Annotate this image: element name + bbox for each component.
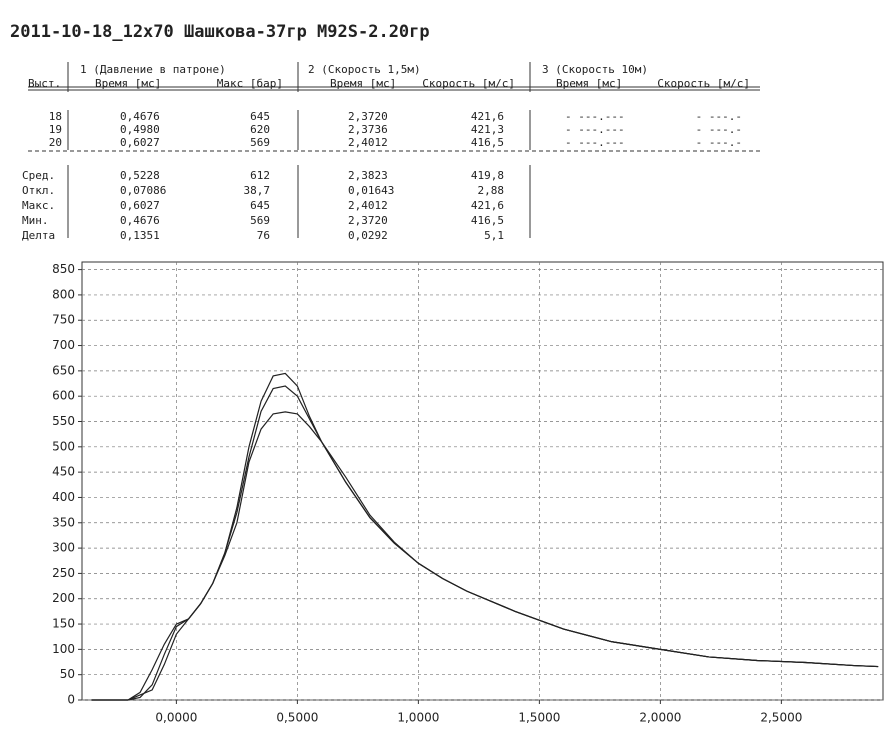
cell: 419,8 [471,169,504,182]
column-header: Время [мс] [95,77,161,90]
cell: - ---.- [696,123,742,136]
cell: 76 [257,229,270,242]
x-tick-label: 2,5000 [760,711,802,725]
column-header: Скорость [м/с] [422,77,515,90]
group-header: 2 (Скорость 1,5м) [308,63,421,76]
y-tick-label: 800 [52,287,75,301]
cell: - ---.- [696,110,742,123]
cell: 0,01643 [348,184,394,197]
cell: 2,4012 [348,199,388,212]
cell: 0,6027 [120,199,160,212]
cell: 0,0292 [348,229,388,242]
cell: 18 [49,110,62,123]
cell: 0,4676 [120,214,160,227]
cell: 645 [250,199,270,212]
cell: 569 [250,214,270,227]
y-tick-label: 150 [52,617,75,631]
y-tick-label: 650 [52,363,75,377]
cell: 2,3823 [348,169,388,182]
cell: - ---.- [696,136,742,149]
cell: 38,7 [244,184,271,197]
cell: 2,3736 [348,123,388,136]
cell: 0,4676 [120,110,160,123]
cell: 416,5 [471,136,504,149]
y-tick-label: 400 [52,490,75,504]
cell: 620 [250,123,270,136]
cell: Макс. [22,199,55,212]
cell: 0,6027 [120,136,160,149]
column-header: Скорость [м/с] [657,77,750,90]
y-tick-label: 750 [52,313,75,327]
x-tick-label: 0,5000 [276,711,318,725]
cell: Сред. [22,169,55,182]
x-tick-label: 1,0000 [397,711,439,725]
x-tick-label: 1,5000 [518,711,560,725]
cell: 2,4012 [348,136,388,149]
cell: 2,88 [478,184,505,197]
pressure-curve [91,411,879,701]
y-tick-label: 350 [52,515,75,529]
y-tick-label: 50 [60,667,75,681]
chart: 0 50 100 150 200 250 300 350 400 450 500 550 600 650 7… [52,261,884,725]
column-header: Выст. [28,77,61,90]
group-header: 3 (Скорость 10м) [542,63,648,76]
cell: Делта [22,229,55,242]
cell: 645 [250,110,270,123]
cell: 2,3720 [348,214,388,227]
cell: 0,1351 [120,229,160,242]
cell: 2,3720 [348,110,388,123]
y-tick-label: 600 [52,389,75,403]
cell: 421,3 [471,123,504,136]
group-header: 1 (Давление в патроне) [80,63,226,76]
cell: 416,5 [471,214,504,227]
y-tick-label: 100 [52,642,75,656]
cell: 20 [49,136,62,149]
table: 1 (Давление в патроне) 2 (Скорость 1,5м) 3… [22,62,750,242]
y-tick-label: 250 [52,566,75,580]
cell: 19 [49,123,62,136]
cell: 421,6 [471,199,504,212]
cell: 421,6 [471,110,504,123]
title: 2011-10-18_12x70 Шашкова-37гр M92S-2.20г… [10,22,430,42]
cell: 0,4980 [120,123,160,136]
cell: - ---.--- [565,123,625,136]
y-tick-label: 850 [52,262,75,276]
cell: - ---.--- [565,110,625,123]
cell: 569 [250,136,270,149]
pressure-curve [91,372,879,701]
cell: 0,07086 [120,184,166,197]
x-tick-label: 0,0000 [155,711,197,725]
cell: Мин. [22,214,49,227]
column-header: Время [мс] [556,77,622,90]
y-tick-label: 550 [52,414,75,428]
plot-frame [81,261,884,701]
y-tick-label: 300 [52,541,75,555]
y-tick-label: 700 [52,338,75,352]
column-header: Макс [бар] [217,77,283,90]
cell: 5,1 [484,229,504,242]
column-header: Время [мс] [330,77,396,90]
cell: 612 [250,169,270,182]
y-tick-label: 0 [67,693,75,707]
y-tick-label: 450 [52,465,75,479]
cell: Откл. [22,184,55,197]
cell: - ---.--- [565,136,625,149]
y-tick-label: 500 [52,439,75,453]
pressure-curve [91,385,879,701]
x-tick-label: 2,0000 [639,711,681,725]
y-tick-label: 200 [52,591,75,605]
cell: 0,5228 [120,169,160,182]
